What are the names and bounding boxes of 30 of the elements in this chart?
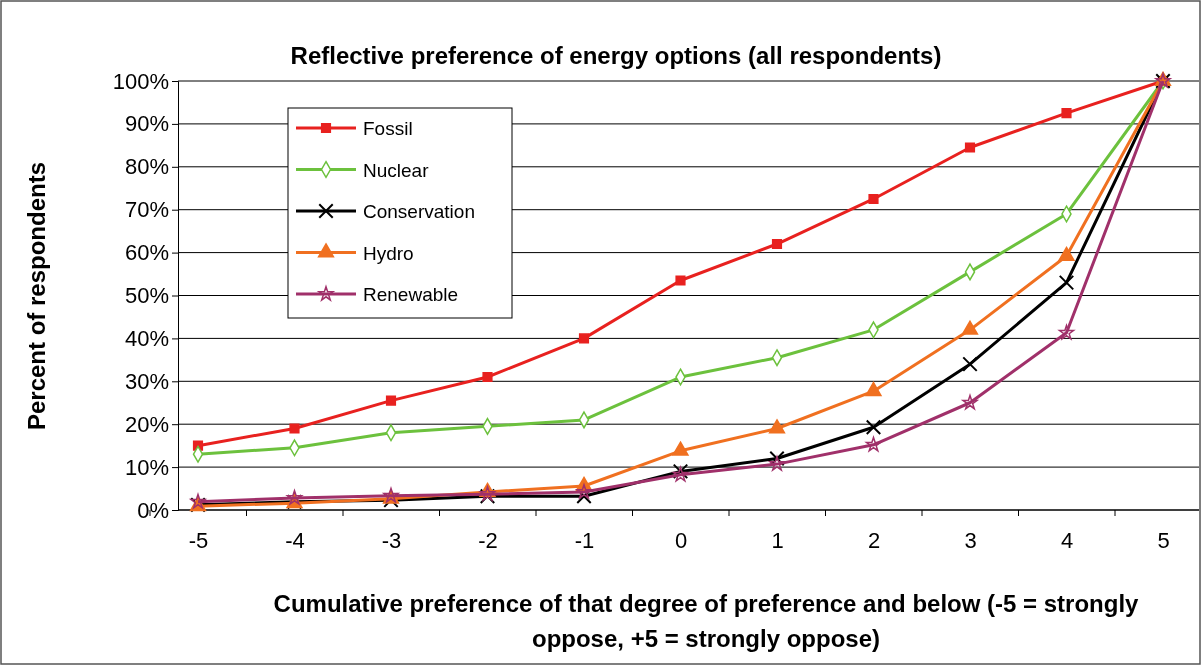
x-tick-label: 4 (1060, 527, 1074, 553)
y-tick-label: 50% (124, 283, 169, 309)
x-tick-label: -2 (478, 527, 498, 553)
x-tick-label: 2 (867, 527, 881, 553)
x-tick-label: -4 (285, 527, 305, 553)
legend-label: Renewable (363, 284, 459, 305)
y-tick-label: 20% (124, 411, 169, 437)
y-tick-label: 60% (124, 240, 169, 266)
y-axis-title: Percent of respondents (23, 161, 50, 431)
x-axis-title: Cumulative preference of that degree of preference and below (-5 = strongly oppose, +5 = strongly oppose) (273, 590, 1140, 652)
legend-label: Conservation (363, 201, 475, 222)
x-tick-label: 3 (964, 527, 977, 553)
y-tick-label: 30% (124, 368, 169, 394)
legend-label: Nuclear (363, 159, 430, 181)
x-tick-label: -3 (381, 527, 402, 553)
y-tick-label: 0% (137, 497, 169, 523)
x-tick-label: -5 (188, 527, 209, 553)
chart-title: Reflective preference of energy options (all respondents) (290, 42, 942, 69)
y-tick-label: 40% (124, 325, 169, 351)
legend-label: Fossil (363, 118, 413, 139)
x-tick-label: 0 (674, 527, 688, 553)
y-tick-label: 90% (124, 111, 169, 137)
x-tick-label: 5 (1157, 527, 1170, 553)
legend-label: Hydro (363, 242, 414, 264)
y-tick-label: 100% (112, 68, 169, 94)
y-tick-label: 80% (124, 154, 169, 180)
y-tick-label: 70% (124, 197, 169, 223)
y-tick-label: 10% (124, 454, 169, 480)
x-tick-label: -1 (574, 527, 595, 553)
x-tick-label: 1 (771, 527, 784, 553)
